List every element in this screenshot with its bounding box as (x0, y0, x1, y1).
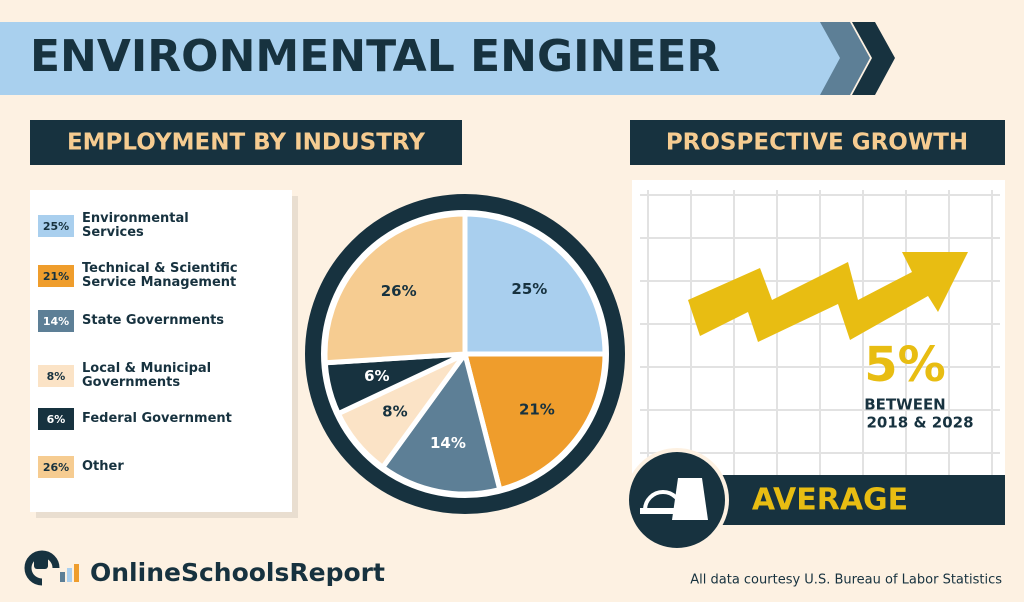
legend-label: Other (82, 459, 124, 474)
legend-swatch: 26% (38, 456, 74, 478)
pie-slice (461, 351, 608, 493)
chevron (852, 22, 895, 95)
chevron (820, 22, 870, 95)
legend-entry: 25% Environmental Services (38, 212, 252, 240)
slice-label: 14% (430, 434, 466, 452)
pie: 25% 21% 14% 8% 6% 26% (322, 211, 608, 497)
source-credit: All data courtesy U.S. Bureau of Labor S… (690, 573, 1002, 588)
legend-label: Local & Municipal Governments (82, 361, 212, 390)
slice-label: 25% (511, 280, 547, 298)
legend-swatch: 14% (38, 310, 74, 332)
dome-base-icon (640, 508, 685, 514)
slice-label: 8% (382, 403, 407, 421)
legend-entry: 14% State Governments (38, 310, 252, 332)
growth-caption: BETWEEN (864, 396, 946, 414)
legend-label: State Governments (82, 313, 225, 328)
logo (60, 572, 65, 582)
brand-name: OnlineSchoolsReport (90, 558, 385, 587)
legend-entry: 26% Other (38, 456, 252, 478)
growth-caption: 2018 & 2028 (866, 414, 973, 432)
growth-verdict: AVERAGE (752, 483, 908, 518)
legend-label: Federal Government (82, 411, 232, 426)
growth-arrow (688, 252, 968, 342)
legend-label: Environmental Services (82, 211, 189, 240)
section-heading: EMPLOYMENT BY INDUSTRY (67, 130, 425, 156)
growth-rate: 5% (864, 337, 946, 393)
legend-entry: 6% Federal Government (38, 408, 252, 430)
heading-box (30, 120, 462, 165)
page-title: ENVIRONMENTAL ENGINEER (30, 31, 720, 82)
heading-box (630, 120, 1005, 165)
verdict-bar (700, 475, 1005, 525)
section-heading: PROSPECTIVE GROWTH (666, 130, 968, 156)
pie-slice (379, 348, 503, 497)
logo (24, 550, 60, 586)
pie-slice (322, 211, 468, 366)
logo (67, 568, 72, 582)
legend-swatch: 8% (38, 365, 74, 387)
dome-icon (643, 490, 683, 511)
slice-label: 6% (364, 367, 389, 385)
logo (74, 564, 79, 582)
legend-swatch: 6% (38, 408, 74, 430)
legend-entry: 8% Local & Municipal Governments (38, 362, 252, 390)
title-banner (0, 22, 840, 95)
legend-entry: 21% Technical & Scientific Service Manage… (38, 262, 252, 290)
logo (34, 555, 48, 569)
legend: 25% Environmental Services 21% Technical & … (30, 190, 292, 512)
legend-label: Technical & Scientific Service Managemen… (82, 261, 238, 290)
slice-label: 26% (381, 282, 417, 300)
slice-label: 21% (519, 400, 555, 418)
legend-swatch: 25% (38, 215, 74, 237)
pie-slice (462, 211, 608, 357)
legend-swatch: 21% (38, 265, 74, 287)
